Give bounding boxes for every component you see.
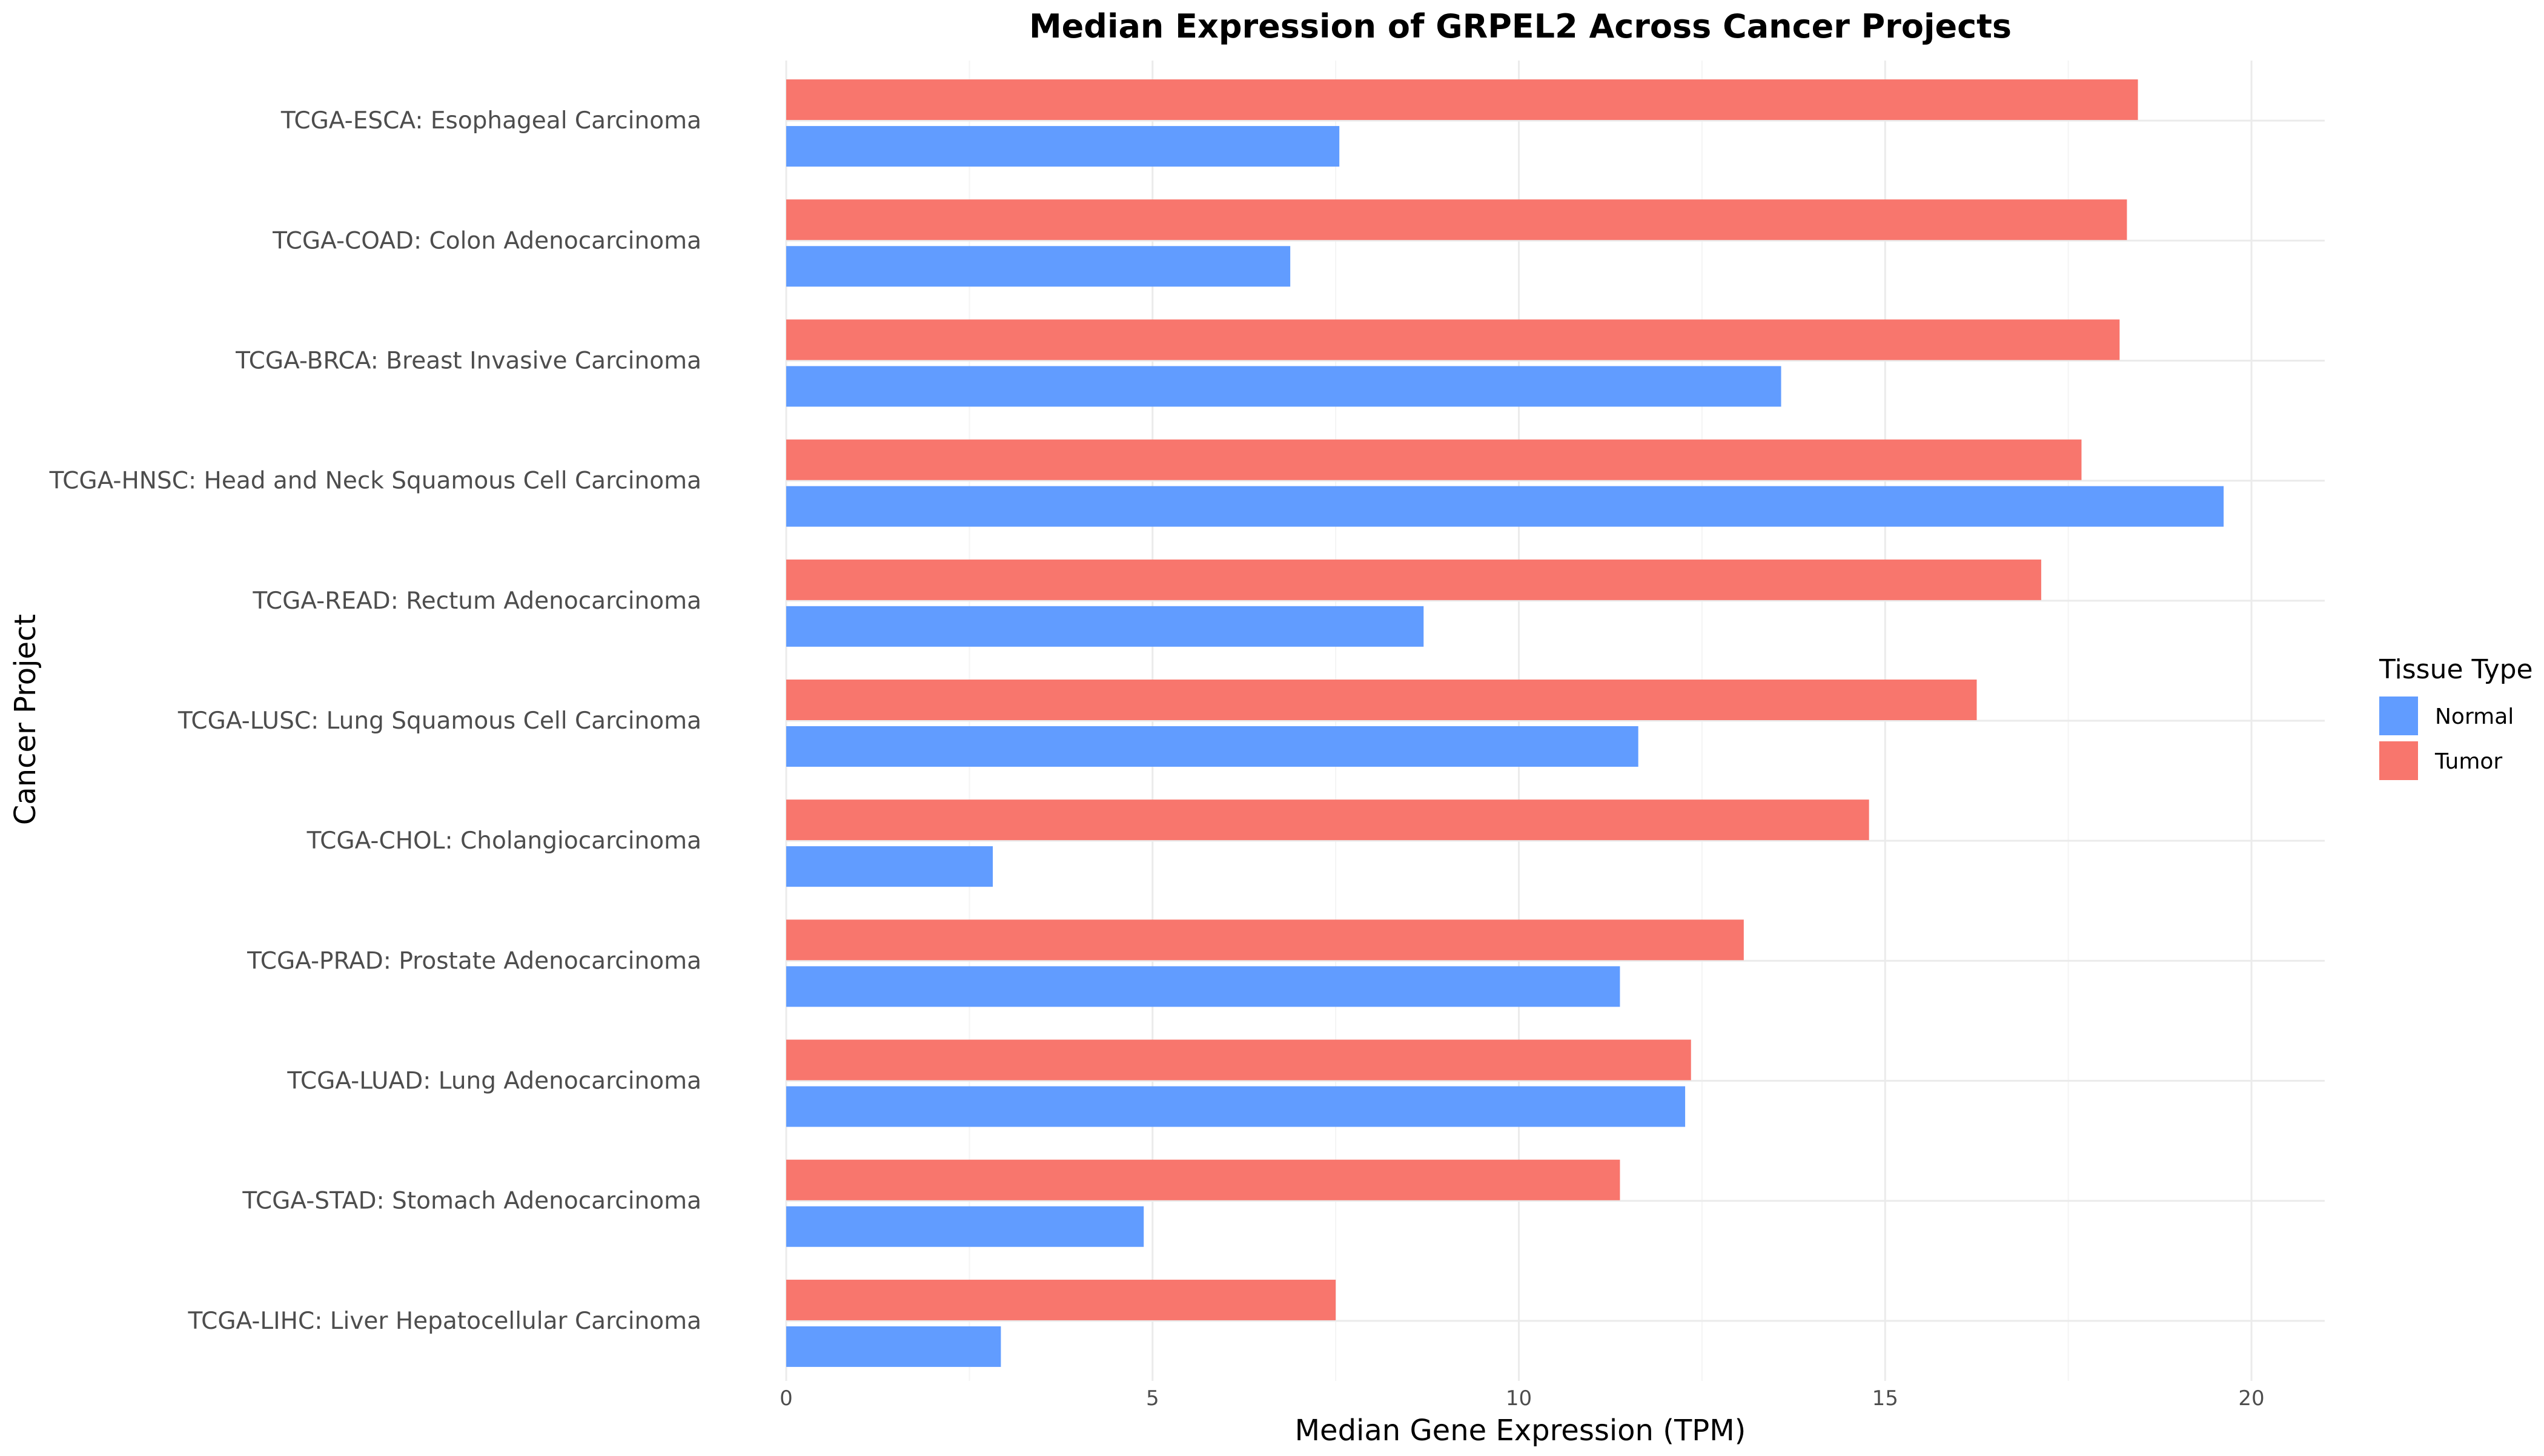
category-label: TCGA-COAD: Colon Adenocarcinoma xyxy=(272,227,701,254)
legend-label-tumor: Tumor xyxy=(2434,749,2502,774)
legend-label-normal: Normal xyxy=(2435,704,2514,729)
bar-tumor xyxy=(786,559,2041,600)
category-label: TCGA-BRCA: Breast Invasive Carcinoma xyxy=(235,347,701,374)
legend-swatch-normal xyxy=(2379,697,2418,735)
bar-tumor xyxy=(786,79,2138,121)
bar-normal xyxy=(786,246,1291,287)
category-label: TCGA-READ: Rectum Adenocarcinoma xyxy=(252,587,701,615)
category-label: TCGA-HNSC: Head and Neck Squamous Cell C… xyxy=(49,468,701,495)
category-label: TCGA-PRAD: Prostate Adenocarcinoma xyxy=(247,947,701,975)
category-label: TCGA-LUSC: Lung Squamous Cell Carcinoma xyxy=(177,707,701,735)
bar-tumor xyxy=(786,1039,1691,1080)
labels-layer: 0 5 10 15 20 TCGA-ESCA: Esophageal Carcinoma T… xyxy=(49,107,2265,1411)
x-tick-label: 15 xyxy=(1872,1386,1898,1411)
bar-normal xyxy=(786,1086,1686,1127)
bar-tumor xyxy=(786,1279,1336,1320)
category-label: TCGA-CHOL: Cholangiocarcinoma xyxy=(306,827,701,855)
legend-swatch-tumor xyxy=(2379,741,2418,780)
bar-normal xyxy=(786,1206,1144,1247)
bar-normal xyxy=(786,486,2224,527)
y-axis-title: Cancer Project xyxy=(8,614,42,826)
bar-normal xyxy=(786,726,1638,767)
bar-normal xyxy=(786,966,1620,1007)
bar-tumor xyxy=(786,1159,1620,1200)
x-tick-label: 10 xyxy=(1506,1386,1532,1411)
bar-tumor xyxy=(786,439,2082,480)
legend: Tissue Type Normal Tumor xyxy=(2379,654,2533,780)
bar-normal xyxy=(786,846,993,887)
bar-normal xyxy=(786,366,1781,407)
legend-items: Normal Tumor xyxy=(2379,697,2514,780)
bar-normal xyxy=(786,1326,1001,1367)
bar-tumor xyxy=(786,319,2120,360)
chart-title: Median Expression of GRPEL2 Across Cance… xyxy=(1029,7,2012,45)
bar-normal xyxy=(786,606,1424,647)
x-tick-label: 5 xyxy=(1146,1386,1159,1411)
category-label: TCGA-ESCA: Esophageal Carcinoma xyxy=(280,107,701,134)
bar-tumor xyxy=(786,199,2127,240)
category-label: TCGA-LIHC: Liver Hepatocellular Carcinom… xyxy=(188,1308,701,1335)
category-label: TCGA-STAD: Stomach Adenocarcinoma xyxy=(242,1188,701,1215)
bar-tumor xyxy=(786,680,1977,720)
x-axis-title: Median Gene Expression (TPM) xyxy=(1295,1414,1746,1448)
legend-title: Tissue Type xyxy=(2379,654,2533,685)
x-tick-label: 20 xyxy=(2238,1386,2264,1411)
bar-tumor xyxy=(786,919,1744,961)
bar-tumor xyxy=(786,799,1869,841)
bar-normal xyxy=(786,126,1340,167)
bars-layer xyxy=(786,79,2224,1367)
category-label: TCGA-LUAD: Lung Adenocarcinoma xyxy=(287,1068,701,1095)
x-tick-label: 0 xyxy=(780,1386,793,1411)
